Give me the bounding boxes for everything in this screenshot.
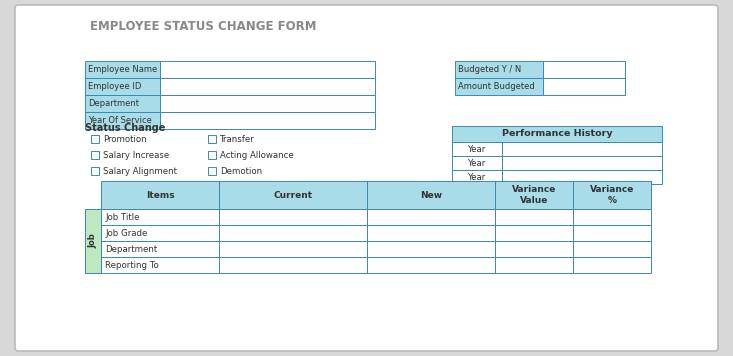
Text: Performance History: Performance History — [501, 130, 612, 138]
Bar — [573, 241, 651, 257]
Text: Transfer: Transfer — [220, 135, 255, 143]
Text: Reporting To: Reporting To — [105, 261, 159, 269]
Bar — [573, 225, 651, 241]
Bar — [367, 257, 495, 273]
Bar — [101, 257, 219, 273]
Bar — [502, 170, 662, 184]
FancyBboxPatch shape — [15, 5, 718, 351]
Text: EMPLOYEE STATUS CHANGE FORM: EMPLOYEE STATUS CHANGE FORM — [90, 20, 317, 32]
Bar — [455, 78, 543, 95]
Text: Variance
Value: Variance Value — [512, 185, 556, 205]
Text: New: New — [420, 190, 442, 199]
Bar — [160, 61, 375, 78]
Bar — [495, 241, 573, 257]
Bar — [367, 209, 495, 225]
Bar — [452, 170, 502, 184]
Bar — [452, 142, 502, 156]
Text: Department: Department — [88, 99, 139, 108]
Bar — [91, 135, 99, 143]
Bar — [543, 78, 625, 95]
Bar — [495, 257, 573, 273]
Bar — [367, 225, 495, 241]
Text: Budgeted Y / N: Budgeted Y / N — [458, 65, 521, 74]
Bar — [219, 181, 367, 209]
Text: Year Of Service: Year Of Service — [88, 116, 152, 125]
Bar — [85, 61, 160, 78]
Bar — [573, 209, 651, 225]
Bar — [452, 156, 502, 170]
Bar — [455, 61, 543, 78]
Bar — [91, 151, 99, 159]
Bar — [85, 95, 160, 112]
Text: Salary Increase: Salary Increase — [103, 151, 169, 159]
Bar — [101, 225, 219, 241]
Text: Job Title: Job Title — [105, 213, 139, 221]
Bar — [101, 181, 219, 209]
Bar — [208, 151, 216, 159]
Text: Promotion: Promotion — [103, 135, 147, 143]
Text: Status Change: Status Change — [85, 123, 166, 133]
Bar — [495, 209, 573, 225]
Bar — [219, 225, 367, 241]
Bar — [85, 78, 160, 95]
Bar — [219, 241, 367, 257]
Bar — [160, 112, 375, 129]
Bar — [219, 209, 367, 225]
Bar — [101, 241, 219, 257]
Bar — [502, 142, 662, 156]
Text: Year: Year — [468, 145, 486, 153]
Text: Department: Department — [105, 245, 158, 253]
Bar — [573, 257, 651, 273]
Bar — [101, 209, 219, 225]
Bar — [219, 257, 367, 273]
Text: Salary Alignment: Salary Alignment — [103, 167, 177, 176]
Bar — [543, 61, 625, 78]
Text: Variance
%: Variance % — [590, 185, 634, 205]
Bar — [573, 181, 651, 209]
Text: Year: Year — [468, 158, 486, 168]
Text: Demotion: Demotion — [220, 167, 262, 176]
Text: Year: Year — [468, 173, 486, 182]
Text: Employee ID: Employee ID — [88, 82, 141, 91]
Bar — [502, 156, 662, 170]
Text: Current: Current — [273, 190, 312, 199]
Bar — [208, 167, 216, 175]
Text: Job Grade: Job Grade — [105, 229, 147, 237]
Bar — [91, 167, 99, 175]
Bar — [495, 181, 573, 209]
Text: Job: Job — [89, 234, 97, 248]
Bar — [367, 181, 495, 209]
Bar — [160, 78, 375, 95]
Text: Employee Name: Employee Name — [88, 65, 158, 74]
Bar — [452, 126, 662, 142]
Bar — [367, 241, 495, 257]
Text: Amount Budgeted: Amount Budgeted — [458, 82, 535, 91]
Bar — [160, 95, 375, 112]
Bar — [85, 209, 101, 273]
Bar — [85, 112, 160, 129]
Text: Acting Allowance: Acting Allowance — [220, 151, 294, 159]
Bar — [495, 225, 573, 241]
Text: Items: Items — [146, 190, 174, 199]
Bar — [208, 135, 216, 143]
